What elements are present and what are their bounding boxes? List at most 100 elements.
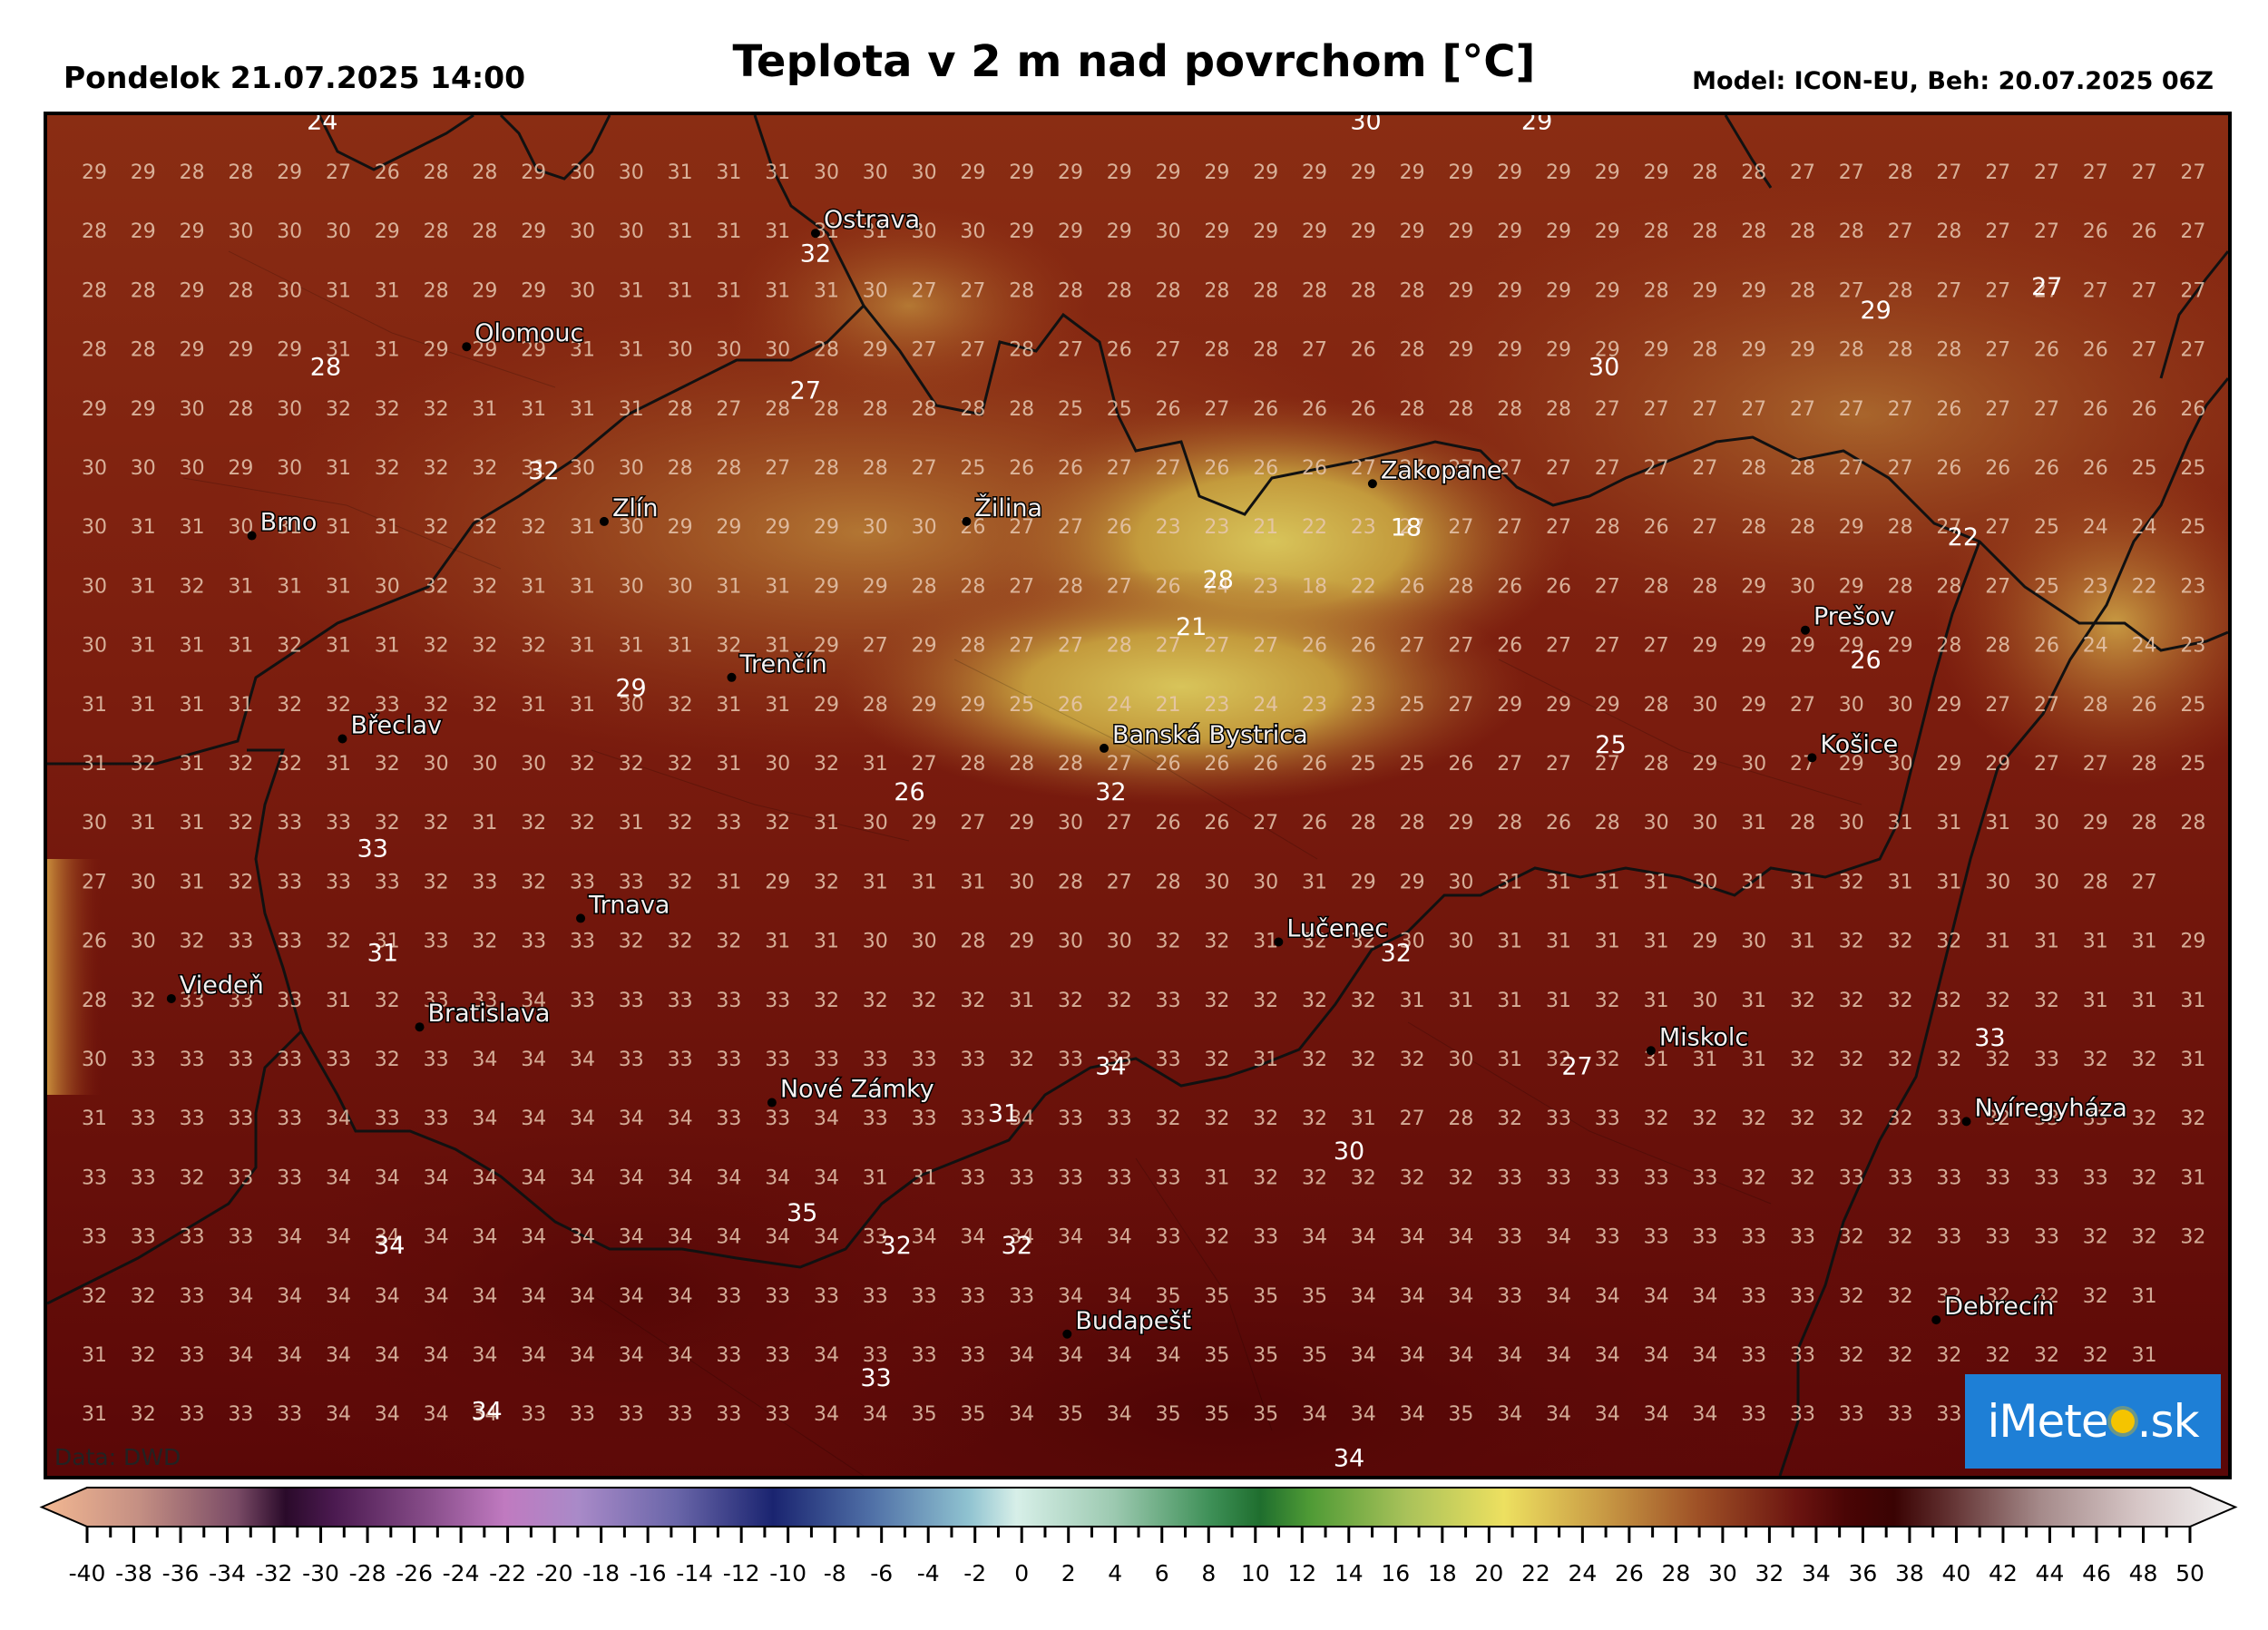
grid-value: 28 — [765, 398, 790, 421]
city-label[interactable]: Debrecín — [1943, 1292, 2056, 1323]
grid-value: 33 — [472, 871, 497, 893]
city-label[interactable]: Košice — [1819, 729, 1900, 760]
grid-value: 27 — [912, 457, 937, 480]
city-label[interactable]: Žilina — [973, 492, 1044, 523]
grid-value: 27 — [1107, 753, 1132, 776]
grid-value: 26 — [2180, 398, 2205, 421]
city-label[interactable]: Lučenec — [1286, 913, 1390, 944]
grid-value: 32 — [1302, 1166, 1327, 1189]
grid-value: 32 — [180, 931, 205, 953]
city-markers: Ostrava Olomouc Brno Zlín Žilina Zakopane Preš… — [166, 205, 2128, 1339]
colorbar-tick-label: -18 — [582, 1560, 620, 1586]
colorbar-tick-label: -14 — [676, 1560, 713, 1586]
city-label[interactable]: Zakopane — [1379, 455, 1503, 486]
city-dot — [247, 531, 257, 541]
grid-value: 29 — [1644, 161, 1669, 184]
grid-value: 35 — [1204, 1344, 1229, 1367]
city-label[interactable]: Nyíregyháza — [1973, 1093, 2128, 1124]
grid-value: 33 — [1595, 1226, 1620, 1249]
grid-value: 27 — [1595, 753, 1620, 776]
city-label[interactable]: Zlín — [611, 493, 660, 523]
grid-value: 31 — [814, 812, 839, 835]
grid-value: 27 — [1058, 635, 1083, 658]
grid-value: 26 — [1058, 694, 1083, 717]
grid-value: 29 — [1839, 635, 1864, 658]
grid-value: 28 — [1009, 339, 1034, 362]
city-label[interactable]: Brno — [259, 507, 318, 538]
grid-value: 23 — [1204, 694, 1229, 717]
city-label[interactable]: Nové Zámky — [778, 1074, 935, 1105]
grid-value: 30 — [619, 457, 644, 480]
city-label[interactable]: Viedeň — [178, 970, 265, 1000]
grid-value: 29 — [472, 279, 497, 302]
grid-value: 34 — [1644, 1403, 1669, 1426]
grid-value: 33 — [1253, 1226, 1278, 1249]
city-label[interactable]: Olomouc — [474, 318, 585, 349]
grid-value: 33 — [1741, 1285, 1766, 1308]
imeteo-logo[interactable]: iMete .sk — [1965, 1374, 2221, 1469]
extremum-label: 34 — [1334, 1445, 1364, 1473]
grid-value: 31 — [228, 635, 253, 658]
city-dot — [767, 1098, 777, 1108]
grid-value: 27 — [1204, 635, 1229, 658]
grid-value: 32 — [424, 457, 449, 480]
grid-value: 28 — [1741, 161, 1766, 184]
grid-value: 27 — [960, 812, 985, 835]
grid-value: 28 — [814, 398, 839, 421]
grid-value: 31 — [2132, 931, 2157, 953]
grid-value: 28 — [82, 990, 107, 1012]
grid-value: 27 — [912, 339, 937, 362]
grid-value: 32 — [1985, 1285, 2010, 1308]
grid-value: 30 — [131, 871, 156, 893]
grid-value: 28 — [1888, 279, 1913, 302]
city-label[interactable]: Trenčín — [738, 649, 828, 679]
grid-value: 27 — [1985, 694, 2010, 717]
grid-value: 32 — [1839, 990, 1864, 1012]
city-label[interactable]: Břeclav — [349, 710, 444, 741]
grid-value: 34 — [1107, 1285, 1132, 1308]
grid-value: 31 — [521, 575, 546, 598]
grid-value: 33 — [131, 1226, 156, 1249]
city-label[interactable]: Bratislava — [426, 999, 552, 1030]
grid-value: 29 — [765, 516, 790, 539]
grid-value: 31 — [1790, 871, 1815, 893]
grid-value: 27 — [1107, 871, 1132, 893]
grid-value: 28 — [1009, 753, 1034, 776]
grid-value: 26 — [2132, 694, 2157, 717]
grid-value: 32 — [1839, 1285, 1864, 1308]
grid-value: 34 — [619, 1226, 644, 1249]
grid-value: 25 — [1009, 694, 1034, 717]
grid-temperature-labels: 29 29 28 28 29 27 26 28 28 29 30 30 31 31 31 30 30 30 29 29… — [82, 161, 2205, 1426]
grid-value: 34 — [375, 1226, 400, 1249]
grid-value: 31 — [619, 812, 644, 835]
grid-value: 33 — [570, 1403, 595, 1426]
grid-value: 33 — [863, 1344, 888, 1367]
city-label[interactable]: Banská Bystrica — [1111, 719, 1310, 750]
grid-value: 33 — [2034, 1226, 2059, 1249]
grid-value: 31 — [375, 279, 400, 302]
grid-value: 34 — [1107, 1226, 1132, 1249]
grid-value: 30 — [180, 457, 205, 480]
grid-value: 32 — [1888, 931, 1913, 953]
city-label[interactable]: Miskolc — [1657, 1022, 1749, 1053]
grid-value: 33 — [131, 1166, 156, 1189]
grid-value: 27 — [863, 635, 888, 658]
grid-value: 32 — [424, 871, 449, 893]
grid-value: 34 — [326, 1285, 351, 1308]
grid-value: 31 — [2083, 990, 2108, 1012]
grid-value: 33 — [1058, 1108, 1083, 1130]
city-label[interactable]: Trnava — [587, 890, 671, 921]
grid-value: 27 — [2083, 279, 2108, 302]
grid-value: 29 — [1009, 812, 1034, 835]
city-label[interactable]: Ostrava — [822, 205, 921, 236]
grid-value: 31 — [814, 931, 839, 953]
grid-value: 30 — [180, 398, 205, 421]
grid-value: 31 — [912, 1166, 937, 1189]
city-label[interactable]: Prešov — [1812, 601, 1896, 632]
grid-value: 34 — [1400, 1285, 1425, 1308]
city-label[interactable]: Budapešť — [1074, 1305, 1193, 1336]
temperature-map[interactable]: 29 29 28 28 29 27 26 28 28 29 30 30 31 31 31 30 30 30 29 29… — [44, 112, 2232, 1479]
grid-value: 33 — [1790, 1226, 1815, 1249]
grid-value: 31 — [1741, 871, 1766, 893]
grid-value: 25 — [1058, 398, 1083, 421]
